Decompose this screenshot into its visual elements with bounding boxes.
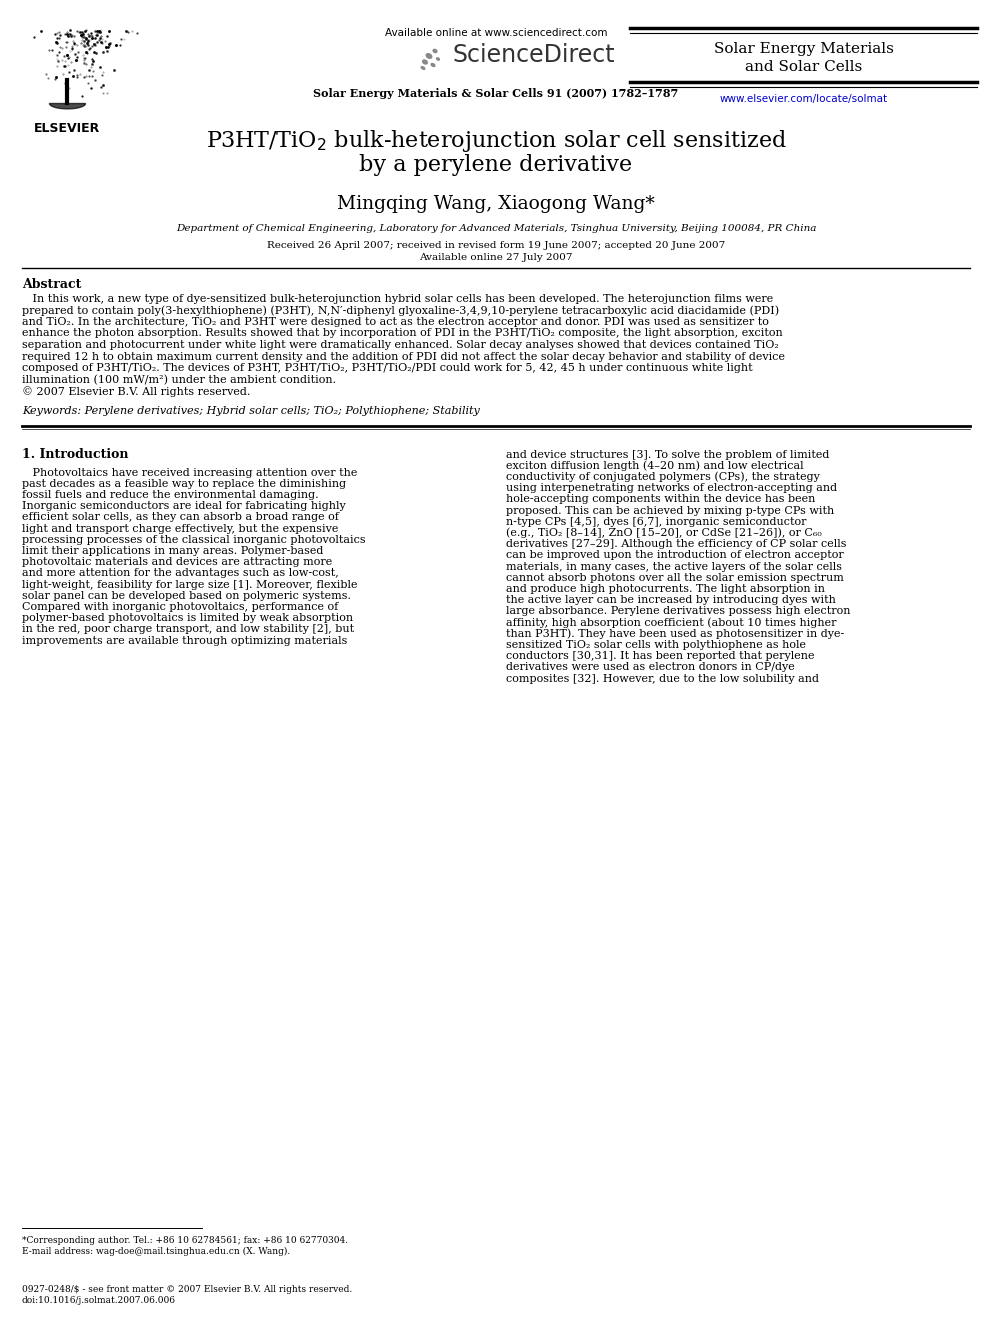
Text: photovoltaic materials and devices are attracting more: photovoltaic materials and devices are a… xyxy=(22,557,332,568)
Text: separation and photocurrent under white light were dramatically enhanced. Solar : separation and photocurrent under white … xyxy=(22,340,779,351)
Text: conductors [30,31]. It has been reported that perylene: conductors [30,31]. It has been reported… xyxy=(506,651,814,662)
Text: and device structures [3]. To solve the problem of limited: and device structures [3]. To solve the … xyxy=(506,450,829,459)
Text: Inorganic semiconductors are ideal for fabricating highly: Inorganic semiconductors are ideal for f… xyxy=(22,501,346,511)
Text: www.elsevier.com/locate/solmat: www.elsevier.com/locate/solmat xyxy=(719,94,888,105)
Text: Keywords: Perylene derivatives; Hybrid solar cells; TiO₂; Polythiophene; Stabili: Keywords: Perylene derivatives; Hybrid s… xyxy=(22,406,480,415)
Text: derivatives [27–29]. Although the efficiency of CP solar cells: derivatives [27–29]. Although the effici… xyxy=(506,538,846,549)
Text: polymer-based photovoltaics is limited by weak absorption: polymer-based photovoltaics is limited b… xyxy=(22,613,353,623)
Text: Compared with inorganic photovoltaics, performance of: Compared with inorganic photovoltaics, p… xyxy=(22,602,338,613)
Text: ELSEVIER: ELSEVIER xyxy=(34,122,100,135)
Text: P3HT/TiO$_2$ bulk-heterojunction solar cell sensitized: P3HT/TiO$_2$ bulk-heterojunction solar c… xyxy=(205,128,787,153)
Text: exciton diffusion length (4–20 nm) and low electrical: exciton diffusion length (4–20 nm) and l… xyxy=(506,460,804,471)
Text: conductivity of conjugated polymers (CPs), the strategy: conductivity of conjugated polymers (CPs… xyxy=(506,472,819,483)
Text: In this work, a new type of dye-sensitized bulk-heterojunction hybrid solar cell: In this work, a new type of dye-sensitiz… xyxy=(22,294,773,304)
Ellipse shape xyxy=(422,66,425,69)
Text: doi:10.1016/j.solmat.2007.06.006: doi:10.1016/j.solmat.2007.06.006 xyxy=(22,1297,176,1304)
Text: can be improved upon the introduction of electron acceptor: can be improved upon the introduction of… xyxy=(506,550,844,561)
Text: cannot absorb photons over all the solar emission spectrum: cannot absorb photons over all the solar… xyxy=(506,573,844,582)
Text: past decades as a feasible way to replace the diminishing: past decades as a feasible way to replac… xyxy=(22,479,346,488)
Text: E-mail address: wag-doe@mail.tsinghua.edu.cn (X. Wang).: E-mail address: wag-doe@mail.tsinghua.ed… xyxy=(22,1248,291,1256)
Text: 0927-0248/$ - see front matter © 2007 Elsevier B.V. All rights reserved.: 0927-0248/$ - see front matter © 2007 El… xyxy=(22,1285,352,1294)
Text: using interpenetrating networks of electron-accepting and: using interpenetrating networks of elect… xyxy=(506,483,837,493)
Text: limit their applications in many areas. Polymer-based: limit their applications in many areas. … xyxy=(22,546,323,556)
Text: and TiO₂. In the architecture, TiO₂ and P3HT were designed to act as the electro: and TiO₂. In the architecture, TiO₂ and … xyxy=(22,318,769,327)
Text: by a perylene derivative: by a perylene derivative xyxy=(359,153,633,176)
Text: materials, in many cases, the active layers of the solar cells: materials, in many cases, the active lay… xyxy=(506,561,842,572)
Text: illumination (100 mW/m²) under the ambient condition.: illumination (100 mW/m²) under the ambie… xyxy=(22,374,336,385)
Text: and produce high photocurrents. The light absorption in: and produce high photocurrents. The ligh… xyxy=(506,583,825,594)
Text: (e.g., TiO₂ [8–14], ZnO [15–20], or CdSe [21–26]), or C₆₀: (e.g., TiO₂ [8–14], ZnO [15–20], or CdSe… xyxy=(506,528,821,538)
Ellipse shape xyxy=(423,60,428,64)
Text: required 12 h to obtain maximum current density and the addition of PDI did not : required 12 h to obtain maximum current … xyxy=(22,352,785,361)
Text: efficient solar cells, as they can absorb a broad range of: efficient solar cells, as they can absor… xyxy=(22,512,339,523)
Text: than P3HT). They have been used as photosensitizer in dye-: than P3HT). They have been used as photo… xyxy=(506,628,844,639)
Text: in the red, poor charge transport, and low stability [2], but: in the red, poor charge transport, and l… xyxy=(22,624,354,634)
Text: derivatives were used as electron donors in CP/dye: derivatives were used as electron donors… xyxy=(506,663,795,672)
Text: 1. Introduction: 1. Introduction xyxy=(22,447,129,460)
Text: Received 26 April 2007; received in revised form 19 June 2007; accepted 20 June : Received 26 April 2007; received in revi… xyxy=(267,241,725,250)
Text: proposed. This can be achieved by mixing p-type CPs with: proposed. This can be achieved by mixing… xyxy=(506,505,834,516)
Ellipse shape xyxy=(436,58,439,60)
Text: composites [32]. However, due to the low solubility and: composites [32]. However, due to the low… xyxy=(506,673,819,684)
Text: © 2007 Elsevier B.V. All rights reserved.: © 2007 Elsevier B.V. All rights reserved… xyxy=(22,386,250,397)
Text: enhance the photon absorption. Results showed that by incorporation of PDI in th: enhance the photon absorption. Results s… xyxy=(22,328,783,339)
Text: prepared to contain poly(3-hexylthiophene) (P3HT), N,N′-diphenyl glyoxaline-3,4,: prepared to contain poly(3-hexylthiophen… xyxy=(22,306,779,316)
Text: Available online at www.sciencedirect.com: Available online at www.sciencedirect.co… xyxy=(385,28,607,38)
Text: improvements are available through optimizing materials: improvements are available through optim… xyxy=(22,635,347,646)
Text: Solar Energy Materials & Solar Cells 91 (2007) 1782–1787: Solar Energy Materials & Solar Cells 91 … xyxy=(313,89,679,99)
Text: Mingqing Wang, Xiaogong Wang*: Mingqing Wang, Xiaogong Wang* xyxy=(337,194,655,213)
Text: solar panel can be developed based on polymeric systems.: solar panel can be developed based on po… xyxy=(22,590,351,601)
Text: fossil fuels and reduce the environmental damaging.: fossil fuels and reduce the environmenta… xyxy=(22,490,318,500)
Text: Department of Chemical Engineering, Laboratory for Advanced Materials, Tsinghua : Department of Chemical Engineering, Labo… xyxy=(176,224,816,233)
Text: ScienceDirect: ScienceDirect xyxy=(453,44,616,67)
Text: light and transport charge effectively, but the expensive: light and transport charge effectively, … xyxy=(22,524,338,533)
Text: light-weight, feasibility for large size [1]. Moreover, flexible: light-weight, feasibility for large size… xyxy=(22,579,357,590)
Text: *Corresponding author. Tel.: +86 10 62784561; fax: +86 10 62770304.: *Corresponding author. Tel.: +86 10 6278… xyxy=(22,1236,348,1245)
Ellipse shape xyxy=(427,54,432,58)
Text: hole-accepting components within the device has been: hole-accepting components within the dev… xyxy=(506,495,815,504)
Text: composed of P3HT/TiO₂. The devices of P3HT, P3HT/TiO₂, P3HT/TiO₂/PDI could work : composed of P3HT/TiO₂. The devices of P3… xyxy=(22,363,753,373)
Ellipse shape xyxy=(432,64,434,66)
Text: Abstract: Abstract xyxy=(22,278,81,291)
Text: n-type CPs [4,5], dyes [6,7], inorganic semiconductor: n-type CPs [4,5], dyes [6,7], inorganic … xyxy=(506,517,806,527)
Text: sensitized TiO₂ solar cells with polythiophene as hole: sensitized TiO₂ solar cells with polythi… xyxy=(506,640,806,650)
Text: large absorbance. Perylene derivatives possess high electron: large absorbance. Perylene derivatives p… xyxy=(506,606,850,617)
Text: Solar Energy Materials: Solar Energy Materials xyxy=(713,42,894,56)
Text: Available online 27 July 2007: Available online 27 July 2007 xyxy=(420,253,572,262)
Text: processing processes of the classical inorganic photovoltaics: processing processes of the classical in… xyxy=(22,534,366,545)
Text: and Solar Cells: and Solar Cells xyxy=(745,60,862,74)
Text: Photovoltaics have received increasing attention over the: Photovoltaics have received increasing a… xyxy=(22,467,357,478)
Ellipse shape xyxy=(434,49,436,53)
Text: and more attention for the advantages such as low-cost,: and more attention for the advantages su… xyxy=(22,569,338,578)
Text: affinity, high absorption coefficient (about 10 times higher: affinity, high absorption coefficient (a… xyxy=(506,618,836,628)
Text: the active layer can be increased by introducing dyes with: the active layer can be increased by int… xyxy=(506,595,836,605)
